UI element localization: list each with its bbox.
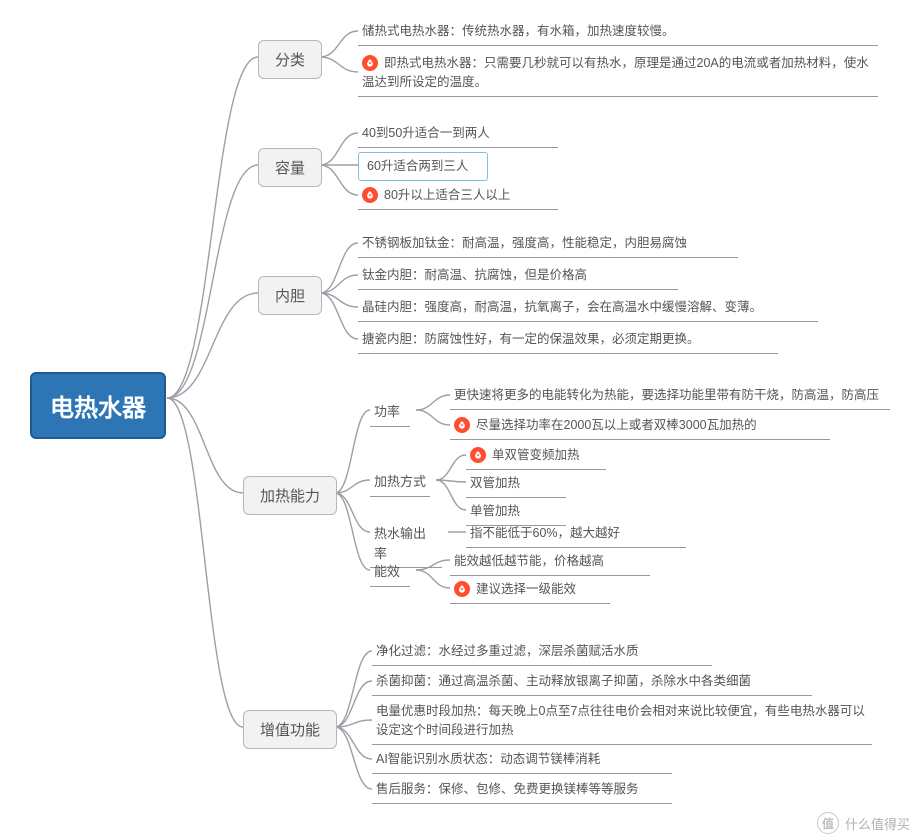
leaf-node: 杀菌抑菌：通过高温杀菌、主动释放银离子抑菌，杀除水中各类细菌 <box>372 670 812 696</box>
subnode[interactable]: 加热方式 <box>370 470 430 497</box>
leaf-text: 净化过滤：水经过多重过滤，深层杀菌赋活水质 <box>376 644 639 658</box>
leaf-node: 即热式电热水器：只需要几秒就可以有热水，原理是通过20A的电流或者加热材料，使水… <box>358 52 878 97</box>
leaf-text: 能效越低越节能，价格越高 <box>454 554 604 568</box>
leaf-node: 60升适合两到三人 <box>358 152 488 181</box>
leaf-text: 指不能低于60%，越大越好 <box>470 526 620 540</box>
leaf-text: 搪瓷内胆：防腐蚀性好，有一定的保温效果，必须定期更换。 <box>362 332 700 346</box>
leaf-node: 不锈钢板加钛金：耐高温，强度高，性能稳定，内胆易腐蚀 <box>358 232 738 258</box>
subnode[interactable]: 功率 <box>370 400 410 427</box>
root-node[interactable]: 电热水器 <box>30 372 166 439</box>
leaf-text: 储热式电热水器：传统热水器，有水箱，加热速度较慢。 <box>362 24 675 38</box>
leaf-text: 尽量选择功率在2000瓦以上或者双棒3000瓦加热的 <box>476 418 757 432</box>
leaf-text: 单管加热 <box>470 504 520 518</box>
leaf-text: 60升适合两到三人 <box>367 159 468 173</box>
leaf-node: 钛金内胆：耐高温、抗腐蚀，但是价格高 <box>358 264 678 290</box>
leaf-text: 即热式电热水器：只需要几秒就可以有热水，原理是通过20A的电流或者加热材料，使水… <box>362 56 869 89</box>
leaf-node: 尽量选择功率在2000瓦以上或者双棒3000瓦加热的 <box>450 414 830 440</box>
fire-icon <box>454 581 470 597</box>
leaf-node: 售后服务：保修、包修、免费更换镁棒等等服务 <box>372 778 672 804</box>
leaf-node: 建议选择一级能效 <box>450 578 610 604</box>
watermark: 值 什么值得买 <box>817 812 910 834</box>
leaf-text: 晶硅内胆：强度高，耐高温，抗氧离子，会在高温水中缓慢溶解、变薄。 <box>362 300 762 314</box>
leaf-text: 双管加热 <box>470 476 520 490</box>
leaf-text: 80升以上适合三人以上 <box>384 188 510 202</box>
leaf-node: 双管加热 <box>466 472 566 498</box>
fire-icon <box>470 447 486 463</box>
watermark-icon: 值 <box>817 812 839 834</box>
leaf-text: 建议选择一级能效 <box>476 582 576 596</box>
leaf-node: 净化过滤：水经过多重过滤，深层杀菌赋活水质 <box>372 640 712 666</box>
fire-icon <box>362 187 378 203</box>
leaf-node: 搪瓷内胆：防腐蚀性好，有一定的保温效果，必须定期更换。 <box>358 328 778 354</box>
branch-b1[interactable]: 分类 <box>258 40 322 79</box>
leaf-text: 售后服务：保修、包修、免费更换镁棒等等服务 <box>376 782 639 796</box>
leaf-text: 40到50升适合一到两人 <box>362 126 490 140</box>
leaf-text: 不锈钢板加钛金：耐高温，强度高，性能稳定，内胆易腐蚀 <box>362 236 687 250</box>
branch-b4[interactable]: 加热能力 <box>243 476 337 515</box>
branch-b3[interactable]: 内胆 <box>258 276 322 315</box>
leaf-text: 单双管变频加热 <box>492 448 580 462</box>
leaf-node: 40到50升适合一到两人 <box>358 122 558 148</box>
leaf-text: AI智能识别水质状态：动态调节镁棒消耗 <box>376 752 600 766</box>
watermark-text: 什么值得买 <box>845 814 910 833</box>
leaf-node: 指不能低于60%，越大越好 <box>466 522 686 548</box>
fire-icon <box>362 55 378 71</box>
leaf-node: 能效越低越节能，价格越高 <box>450 550 650 576</box>
leaf-text: 钛金内胆：耐高温、抗腐蚀，但是价格高 <box>362 268 587 282</box>
leaf-node: 晶硅内胆：强度高，耐高温，抗氧离子，会在高温水中缓慢溶解、变薄。 <box>358 296 818 322</box>
leaf-node: 更快速将更多的电能转化为热能，要选择功能里带有防干烧，防高温，防高压 <box>450 384 890 410</box>
fire-icon <box>454 417 470 433</box>
leaf-node: AI智能识别水质状态：动态调节镁棒消耗 <box>372 748 672 774</box>
leaf-node: 单双管变频加热 <box>466 444 606 470</box>
branch-b5[interactable]: 增值功能 <box>243 710 337 749</box>
leaf-text: 电量优惠时段加热：每天晚上0点至7点往往电价会相对来说比较便宜，有些电热水器可以… <box>376 704 865 737</box>
leaf-text: 杀菌抑菌：通过高温杀菌、主动释放银离子抑菌，杀除水中各类细菌 <box>376 674 751 688</box>
leaf-text: 更快速将更多的电能转化为热能，要选择功能里带有防干烧，防高温，防高压 <box>454 388 879 402</box>
leaf-node: 80升以上适合三人以上 <box>358 184 558 210</box>
subnode[interactable]: 能效 <box>370 560 410 587</box>
branch-b2[interactable]: 容量 <box>258 148 322 187</box>
leaf-node: 电量优惠时段加热：每天晚上0点至7点往往电价会相对来说比较便宜，有些电热水器可以… <box>372 700 872 745</box>
leaf-node: 储热式电热水器：传统热水器，有水箱，加热速度较慢。 <box>358 20 878 46</box>
